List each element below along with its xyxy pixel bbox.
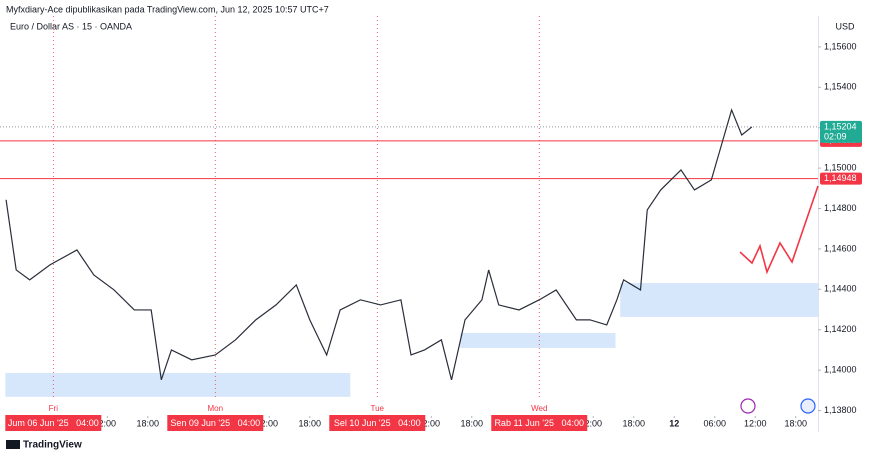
day-label: Wed [531, 404, 547, 413]
y-axis-label: USD [835, 21, 855, 31]
flag-icon [800, 398, 816, 414]
day-label: Tue [371, 404, 385, 413]
date-box [491, 415, 588, 431]
x-tick-label: 18:00 [137, 418, 160, 428]
date-box [329, 415, 426, 431]
date-box [5, 415, 102, 431]
y-tick-label: 1,15000 [824, 163, 857, 173]
x-tick-label: 18:00 [622, 418, 645, 428]
y-tick-label: 1,13800 [824, 405, 857, 415]
footer: TradingView [23, 440, 82, 451]
price-level-label: 1,14948 [824, 173, 857, 183]
zone [620, 283, 818, 318]
date-label: Sen 09 Jun '25 04:00 [170, 418, 260, 428]
price-level-box [820, 172, 862, 185]
x-tick-label: 18:00 [784, 418, 807, 428]
zone [5, 372, 351, 397]
x-tick-label: 06:00 [703, 418, 726, 428]
y-tick-label: 1,14600 [824, 243, 857, 253]
chart-title: Euro / Dollar AS · 15 · OANDA [10, 21, 132, 31]
projection-arrow [739, 185, 819, 275]
x-tick-label: 12 [669, 418, 679, 428]
x-tick-label: 2:00 [584, 418, 602, 428]
x-tick-label: 2:00 [99, 418, 117, 428]
x-tick-label: 18:00 [299, 418, 322, 428]
zone [460, 332, 616, 348]
x-tick-label: 2:00 [261, 418, 279, 428]
logo [6, 440, 20, 449]
y-tick-label: 1,15400 [824, 82, 857, 92]
date-label: Jum 06 Jun '25 04:00 [8, 418, 99, 428]
y-tick-label: 1,14200 [824, 324, 857, 334]
date-label: Rab 11 Jun '25 04:00 [494, 418, 584, 428]
header: Myfxdiary-Ace dipublikasikan pada Tradin… [6, 4, 329, 14]
last-price-box [820, 120, 862, 143]
date-label: Sel 10 Jun '25 04:00 [334, 418, 421, 428]
y-tick-label: 1,14400 [824, 284, 857, 294]
y-tick-label: 1,14800 [824, 203, 857, 213]
countdown-label: 02:09 [824, 131, 847, 141]
day-label: Mon [208, 404, 224, 413]
event-icon [740, 398, 756, 414]
x-tick-label: 12:00 [744, 418, 767, 428]
y-tick-label: 1,14000 [824, 365, 857, 375]
price-line [5, 108, 753, 381]
last-price-label: 1,15204 [824, 121, 857, 131]
y-tick-label: 1,15600 [824, 41, 857, 51]
plot-area: FriMonTueWed1,156001,154001,152001,15000… [0, 16, 862, 431]
day-label: Fri [49, 404, 59, 413]
date-box [167, 415, 264, 431]
x-tick-label: 18:00 [461, 418, 484, 428]
x-tick-label: 2:00 [423, 418, 441, 428]
